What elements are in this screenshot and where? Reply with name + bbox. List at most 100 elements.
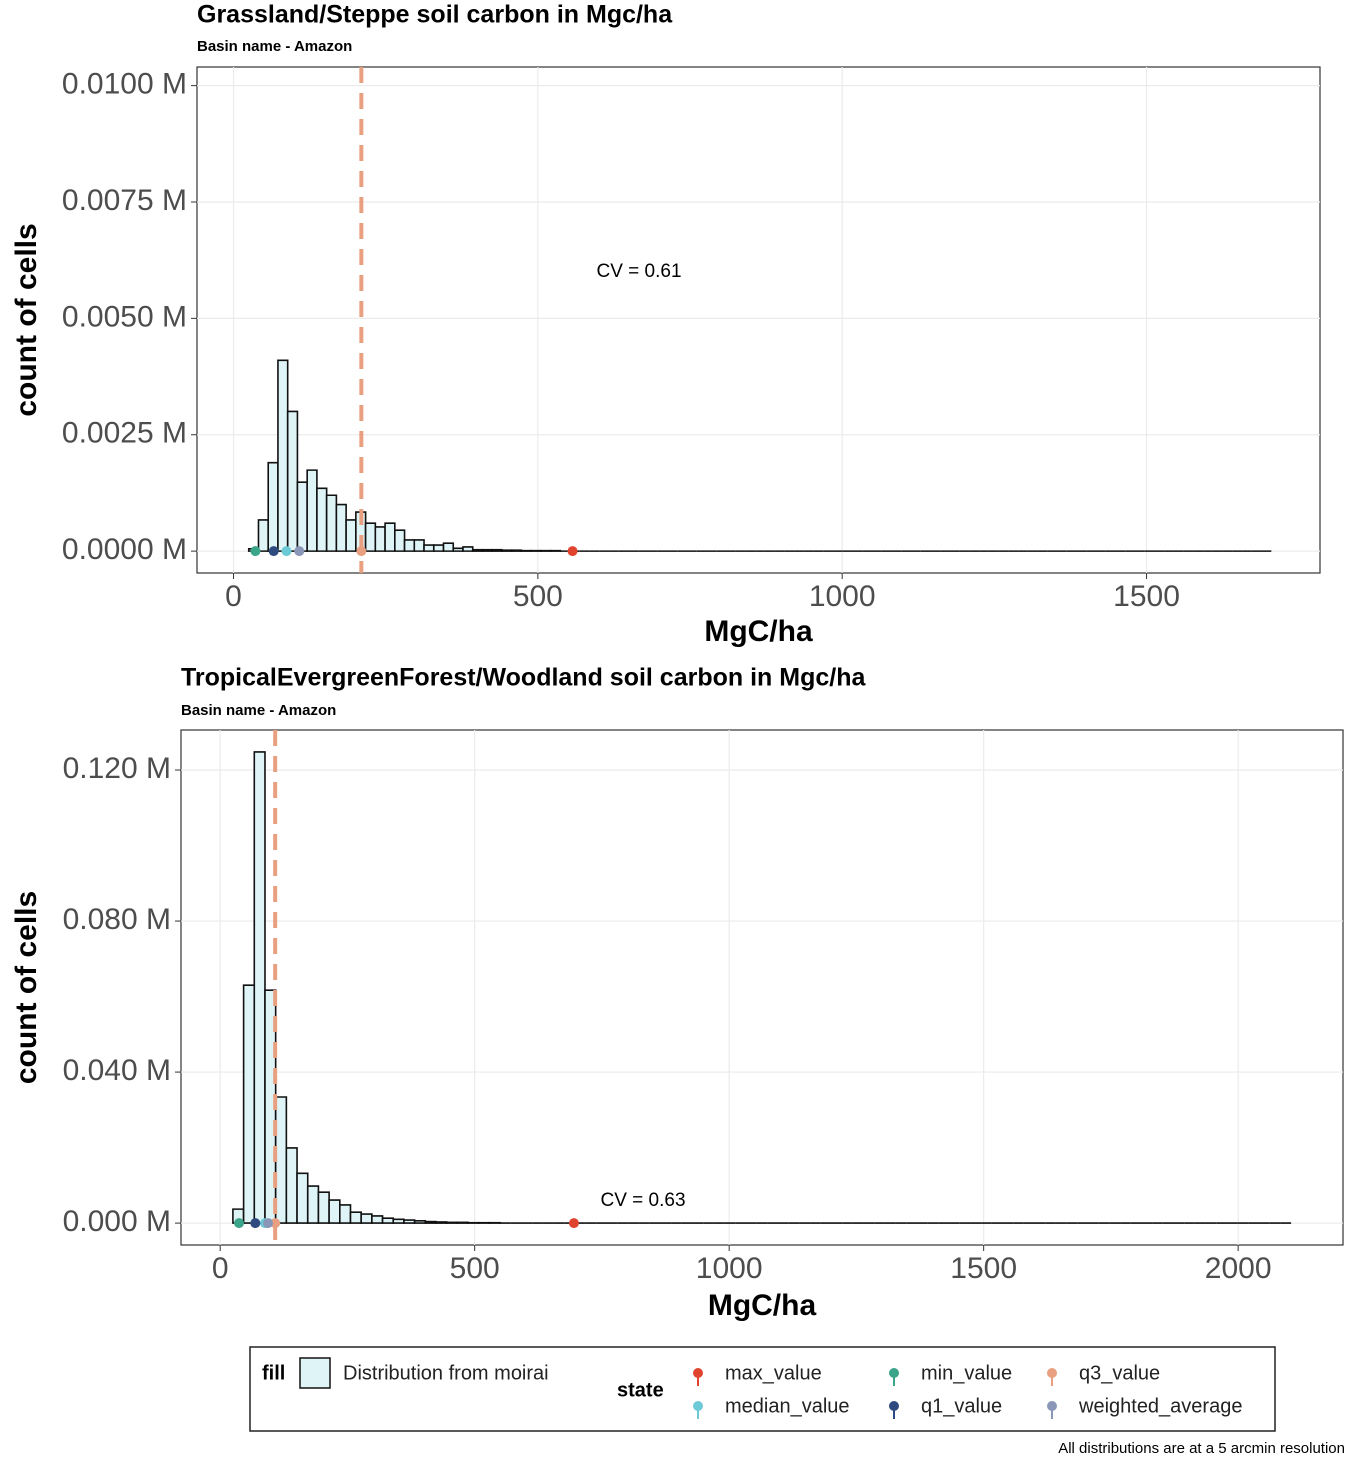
bar bbox=[366, 523, 376, 551]
bar bbox=[297, 1173, 308, 1223]
bar bbox=[317, 488, 327, 551]
legend-key bbox=[693, 1368, 703, 1378]
bar bbox=[434, 545, 444, 551]
bar bbox=[447, 1222, 458, 1223]
state-point bbox=[281, 546, 291, 556]
legend-label: Distribution from moirai bbox=[343, 1362, 549, 1384]
bar bbox=[482, 550, 492, 551]
bar bbox=[340, 1205, 351, 1223]
state-point bbox=[569, 1218, 579, 1228]
x-tick-label: 0 bbox=[225, 580, 242, 613]
chart-title: Grassland/Steppe soil carbon in Mgc/ha bbox=[197, 1, 673, 29]
state-point bbox=[250, 1218, 260, 1228]
bar bbox=[288, 411, 298, 551]
y-tick-label: 0.120 M bbox=[63, 752, 171, 785]
legend-box bbox=[250, 1347, 1275, 1431]
state-point bbox=[294, 546, 304, 556]
bar bbox=[425, 1222, 436, 1224]
bar bbox=[258, 520, 268, 551]
y-tick-label: 0.0075 M bbox=[62, 184, 187, 217]
state-point bbox=[269, 546, 279, 556]
annotation: CV = 0.63 bbox=[600, 1190, 685, 1211]
x-tick-label: 1000 bbox=[696, 1252, 763, 1285]
state-point bbox=[263, 1218, 273, 1228]
legend-label: min_value bbox=[921, 1362, 1012, 1384]
y-axis-title: count of cells bbox=[10, 223, 43, 416]
legend-key bbox=[1047, 1401, 1057, 1411]
state-point bbox=[250, 546, 260, 556]
bar bbox=[436, 1222, 447, 1223]
legend-title: state bbox=[617, 1379, 664, 1401]
plot-panel bbox=[197, 67, 1320, 573]
x-axis-title: MgC/ha bbox=[708, 1289, 817, 1322]
legend-key bbox=[889, 1368, 899, 1378]
x-tick-label: 1500 bbox=[1113, 580, 1180, 613]
bar bbox=[444, 543, 454, 551]
annotation: CV = 0.61 bbox=[596, 261, 681, 282]
bar bbox=[286, 1148, 297, 1223]
bar bbox=[375, 527, 385, 551]
legend-label: q3_value bbox=[1079, 1362, 1160, 1384]
bar bbox=[254, 752, 265, 1223]
bar bbox=[404, 1220, 415, 1223]
bar bbox=[492, 550, 502, 551]
bar bbox=[424, 545, 434, 551]
bar bbox=[512, 550, 522, 551]
bar bbox=[361, 1214, 372, 1223]
x-tick-label: 500 bbox=[450, 1252, 500, 1285]
x-axis-title: MgC/ha bbox=[704, 615, 813, 648]
legend-label: q1_value bbox=[921, 1395, 1002, 1417]
y-tick-label: 0.040 M bbox=[63, 1054, 171, 1087]
legend-key bbox=[1047, 1368, 1057, 1378]
bar bbox=[405, 540, 415, 551]
y-tick-label: 0.0000 M bbox=[62, 533, 187, 566]
bar bbox=[346, 520, 356, 551]
state-point bbox=[234, 1218, 244, 1228]
bar bbox=[457, 1222, 468, 1223]
legend-label: weighted_average bbox=[1078, 1395, 1242, 1417]
bar bbox=[329, 1200, 340, 1223]
x-tick-label: 1500 bbox=[950, 1252, 1017, 1285]
x-tick-label: 500 bbox=[513, 580, 563, 613]
bar bbox=[453, 548, 463, 551]
x-tick-label: 2000 bbox=[1205, 1252, 1272, 1285]
bar bbox=[244, 985, 255, 1223]
bar bbox=[502, 550, 512, 551]
bar bbox=[372, 1216, 383, 1223]
legend-label: median_value bbox=[725, 1395, 850, 1417]
chart-subtitle: Basin name - Amazon bbox=[181, 702, 336, 719]
y-axis-title: count of cells bbox=[10, 891, 43, 1084]
y-tick-label: 0.080 M bbox=[63, 903, 171, 936]
bar bbox=[278, 360, 288, 551]
bar bbox=[297, 482, 307, 551]
bar bbox=[336, 505, 346, 552]
state-point bbox=[568, 546, 578, 556]
legend-key bbox=[889, 1401, 899, 1411]
legend-title: fill bbox=[262, 1362, 285, 1384]
legend-swatch bbox=[300, 1358, 330, 1388]
y-tick-label: 0.0050 M bbox=[62, 300, 187, 333]
bar bbox=[327, 495, 337, 551]
y-tick-label: 0.0025 M bbox=[62, 417, 187, 450]
legend-key bbox=[693, 1401, 703, 1411]
bar bbox=[350, 1212, 361, 1223]
state-point bbox=[356, 546, 366, 556]
bar bbox=[276, 1097, 287, 1223]
bar bbox=[383, 1218, 394, 1223]
bar bbox=[463, 547, 473, 551]
chart-title: TropicalEvergreenForest/Woodland soil ca… bbox=[181, 664, 866, 692]
plot-panel bbox=[181, 730, 1343, 1245]
bar bbox=[414, 540, 424, 551]
y-tick-label: 0.0100 M bbox=[62, 68, 187, 101]
bar bbox=[268, 463, 278, 551]
x-tick-label: 0 bbox=[212, 1252, 229, 1285]
bar bbox=[308, 1186, 319, 1223]
legend-label: max_value bbox=[725, 1362, 822, 1384]
bar bbox=[385, 523, 395, 551]
bar bbox=[307, 470, 317, 551]
chart-subtitle: Basin name - Amazon bbox=[197, 38, 352, 55]
y-tick-label: 0.000 M bbox=[63, 1205, 171, 1238]
bar bbox=[473, 550, 483, 551]
bar bbox=[415, 1221, 426, 1223]
